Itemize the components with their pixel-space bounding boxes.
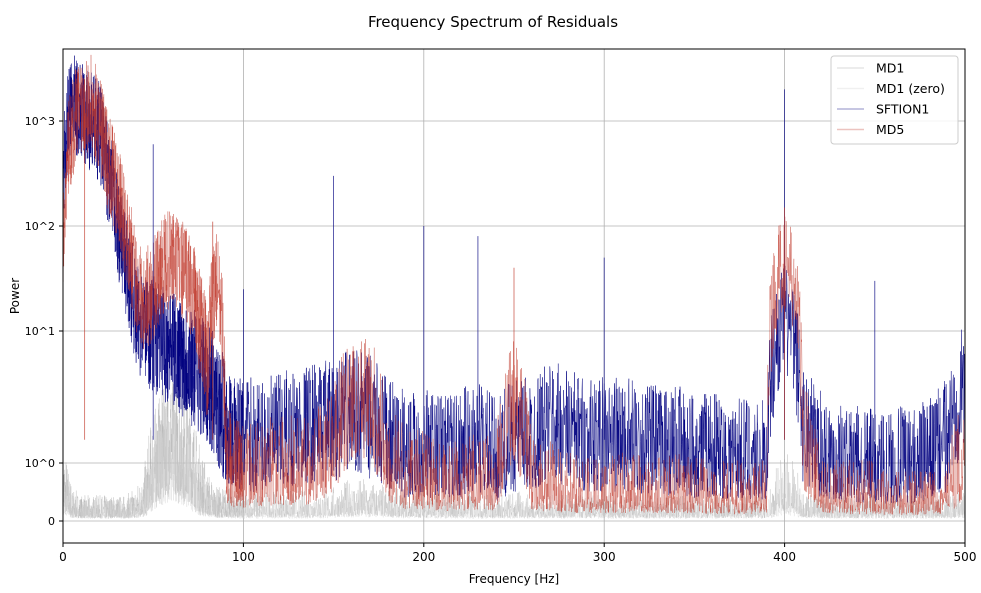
legend-label: MD5 xyxy=(876,122,904,137)
x-tick-label: 400 xyxy=(773,550,796,564)
y-tick-label: 10^2 xyxy=(25,220,55,233)
x-tick-label: 500 xyxy=(954,550,977,564)
legend: MD1 MD1 (zero) SFTION1 MD5 xyxy=(830,55,959,145)
x-axis-label: Frequency [Hz] xyxy=(469,572,560,586)
y-ticks: 0 10^0 10^1 10^2 10^3 xyxy=(25,115,63,528)
x-tick-label: 0 xyxy=(59,550,67,564)
y-axis-label: Power xyxy=(8,278,22,314)
y-tick-label: 10^1 xyxy=(25,325,55,338)
series-line-md1 xyxy=(62,381,965,519)
series-line-md1-zero- xyxy=(62,403,965,520)
x-tick-label: 300 xyxy=(593,550,616,564)
x-tick-label: 100 xyxy=(232,550,255,564)
x-tick-label: 200 xyxy=(412,550,435,564)
chart-title: Frequency Spectrum of Residuals xyxy=(368,13,618,31)
plot-frame xyxy=(62,48,966,544)
series-lines xyxy=(62,54,965,520)
y-tick-label: 10^0 xyxy=(25,457,55,470)
y-tick-label: 10^3 xyxy=(25,115,55,128)
legend-label: MD1 (zero) xyxy=(876,81,945,96)
y-tick-label: 0 xyxy=(48,515,55,528)
x-ticks: 0 100 200 300 400 500 xyxy=(59,543,976,564)
legend-label: SFTION1 xyxy=(876,102,929,117)
legend-box xyxy=(830,55,959,145)
legend-label: MD1 xyxy=(876,61,904,76)
